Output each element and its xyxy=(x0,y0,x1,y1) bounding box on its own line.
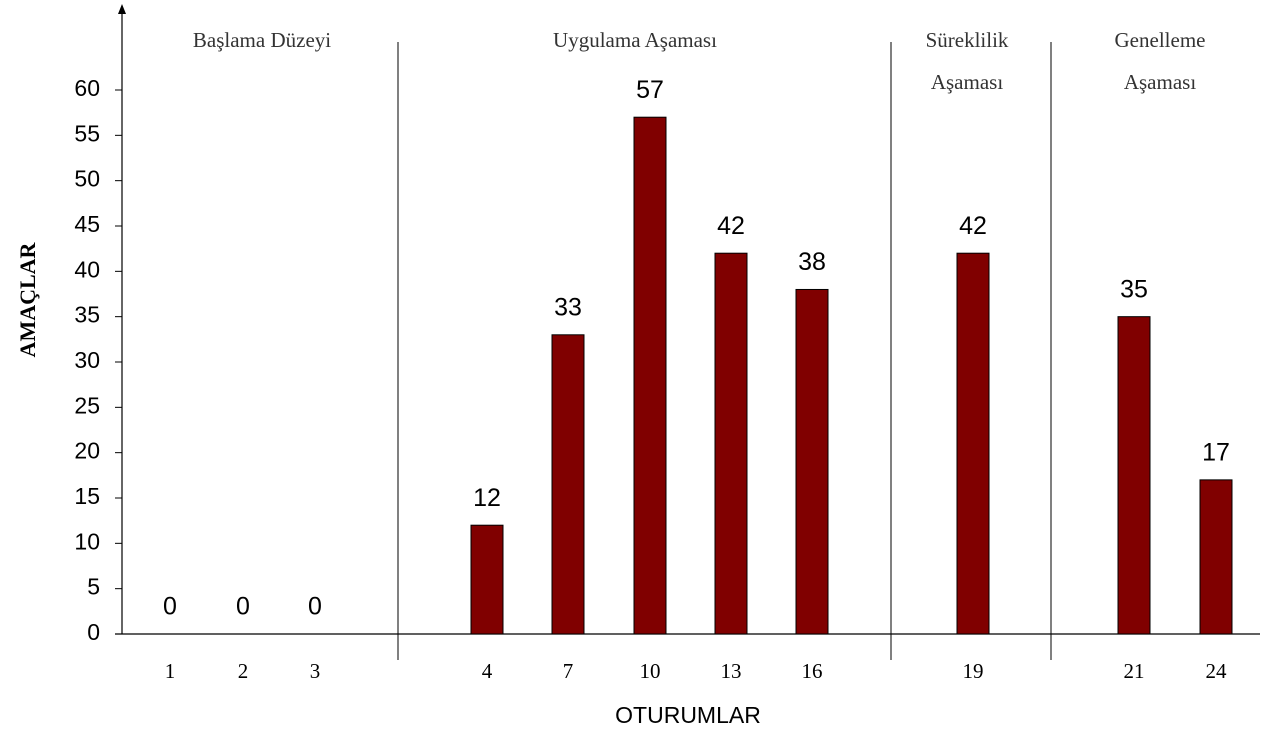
y-tick-label: 40 xyxy=(74,256,100,282)
data-label: 35 xyxy=(1120,275,1148,303)
bar xyxy=(1199,479,1233,635)
y-tick-label: 25 xyxy=(74,392,100,418)
bar xyxy=(470,524,504,635)
x-tick-label: 24 xyxy=(1206,659,1228,683)
data-label: 0 xyxy=(308,593,322,621)
data-label: 33 xyxy=(554,293,582,321)
phase-label: Genelleme xyxy=(1115,28,1206,52)
y-axis-arrow xyxy=(118,4,126,14)
x-axis-label: OTURUMLAR xyxy=(615,702,761,728)
x-tick-label: 13 xyxy=(721,659,742,683)
data-label: 17 xyxy=(1202,438,1230,466)
x-tick-label: 19 xyxy=(963,659,984,683)
phase-label: Uygulama Aşaması xyxy=(553,28,717,52)
y-tick-label: 15 xyxy=(74,483,100,509)
y-tick-label: 35 xyxy=(74,302,100,328)
y-tick-label: 55 xyxy=(74,120,100,146)
bar xyxy=(551,334,585,635)
phase-label: Aşaması xyxy=(1124,70,1196,94)
x-tick-label: 3 xyxy=(310,659,321,683)
bar xyxy=(795,288,829,635)
data-label: 38 xyxy=(798,248,826,276)
y-tick-label: 10 xyxy=(74,528,100,554)
y-tick-label: 45 xyxy=(74,211,100,237)
data-label: 42 xyxy=(717,212,745,240)
data-label: 12 xyxy=(473,484,501,512)
data-label: 0 xyxy=(163,593,177,621)
y-tick-label: 50 xyxy=(74,166,100,192)
x-tick-label: 21 xyxy=(1124,659,1145,683)
y-tick-label: 60 xyxy=(74,75,100,101)
x-tick-label: 4 xyxy=(482,659,493,683)
data-label: 57 xyxy=(636,76,664,104)
bar xyxy=(956,252,990,635)
y-tick-label: 30 xyxy=(74,347,100,373)
bar xyxy=(633,116,667,635)
bar xyxy=(1117,316,1151,635)
y-tick-label: 20 xyxy=(74,438,100,464)
y-tick-label: 5 xyxy=(87,574,100,600)
phase-label: Süreklilik xyxy=(926,28,1009,52)
phase-label: Başlama Düzeyi xyxy=(193,28,331,52)
y-axis-label: AMAÇLAR xyxy=(15,241,40,357)
bar xyxy=(714,252,748,635)
phase-label: Aşaması xyxy=(931,70,1003,94)
x-tick-label: 7 xyxy=(563,659,574,683)
data-label: 42 xyxy=(959,212,987,240)
x-tick-label: 10 xyxy=(640,659,661,683)
y-tick-label: 0 xyxy=(87,619,100,645)
x-tick-label: 2 xyxy=(238,659,249,683)
x-tick-label: 16 xyxy=(802,659,823,683)
x-tick-label: 1 xyxy=(165,659,176,683)
data-label: 0 xyxy=(236,593,250,621)
